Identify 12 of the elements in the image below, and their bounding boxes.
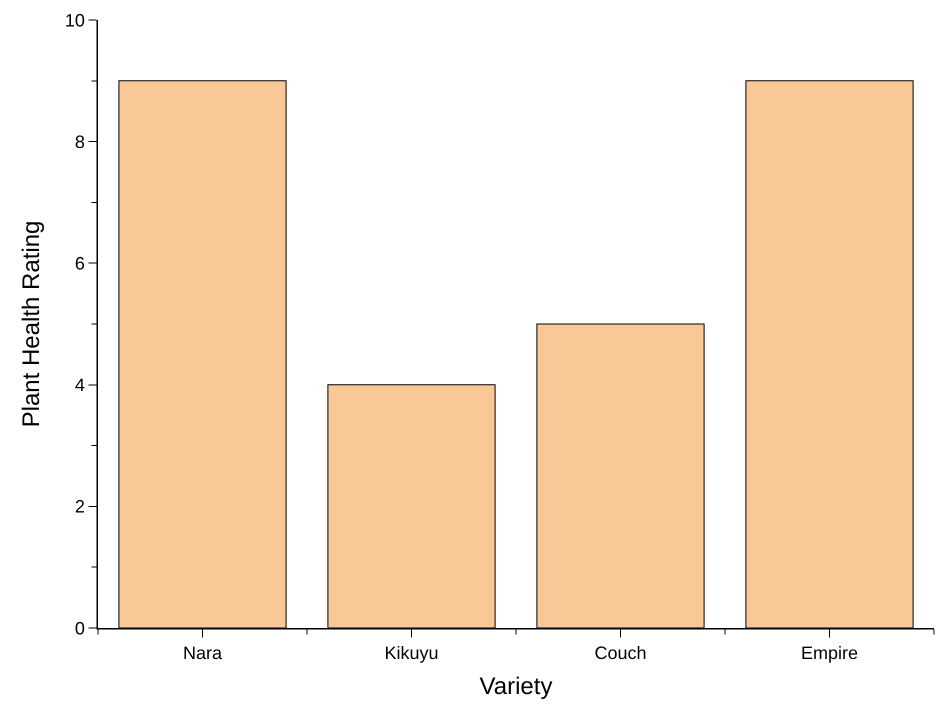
- x-axis-title: Variety: [480, 673, 552, 700]
- y-tick-label: 0: [74, 618, 85, 638]
- x-tick-label: Empire: [800, 643, 858, 664]
- y-tick-label: 4: [74, 375, 85, 396]
- y-tick-label: 2: [74, 496, 85, 517]
- y-axis-title: Plant Health Rating: [18, 220, 46, 428]
- x-tick-label: Kikuyu: [384, 643, 439, 664]
- x-tick-label: Nara: [182, 643, 223, 664]
- y-tick-label: 6: [74, 254, 85, 274]
- y-tick-label: 8: [74, 132, 85, 152]
- x-tick-label: Couch: [594, 643, 647, 664]
- y-tick-label: 10: [64, 10, 85, 30]
